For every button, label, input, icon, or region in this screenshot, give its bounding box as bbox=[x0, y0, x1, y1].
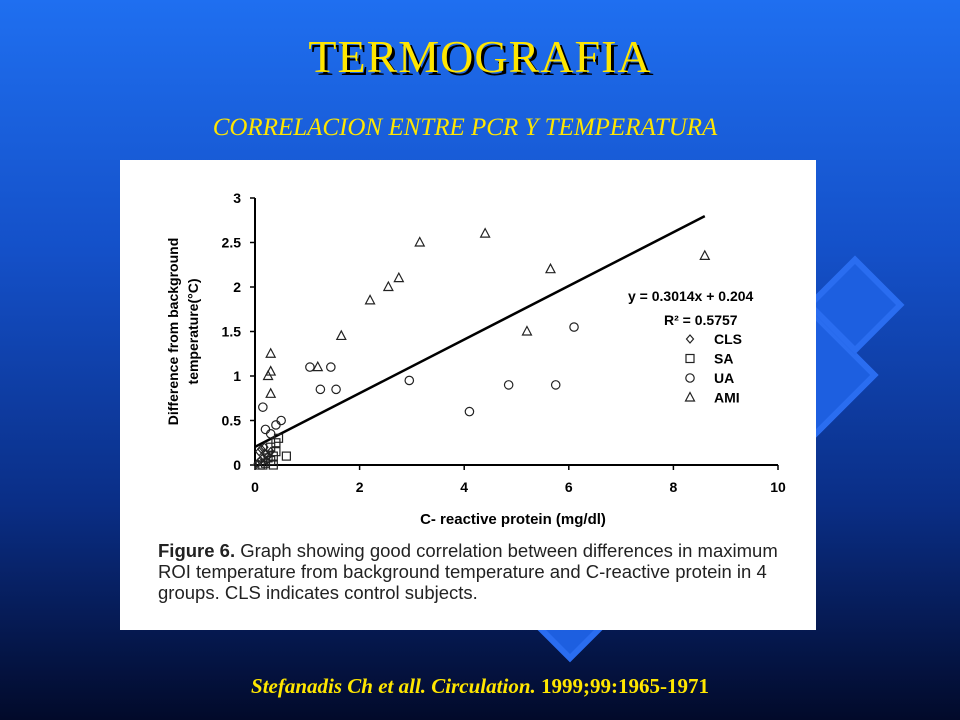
data-point-ua bbox=[276, 415, 286, 426]
chart-points bbox=[253, 227, 711, 470]
citation-reference: 1999;99:1965-1971 bbox=[541, 674, 709, 698]
legend-marker-sa bbox=[685, 353, 695, 364]
r-squared: R² = 0.5757 bbox=[664, 312, 738, 328]
legend-marker-ami bbox=[684, 391, 696, 402]
y-tick-label: 2 bbox=[233, 279, 241, 295]
y-tick-label: 3 bbox=[233, 190, 241, 206]
legend-label-ami: AMI bbox=[714, 390, 740, 406]
x-tick-label: 10 bbox=[770, 479, 786, 495]
data-point-ami bbox=[265, 387, 277, 398]
regression-equation: y = 0.3014x + 0.204 bbox=[628, 288, 754, 304]
data-point-ua bbox=[258, 402, 268, 412]
x-axis-label: C- reactive protein (mg/dl) bbox=[420, 511, 606, 528]
data-point-ua bbox=[331, 384, 341, 395]
data-point-ami bbox=[544, 262, 556, 274]
data-point-ua bbox=[265, 429, 276, 439]
data-point-sa bbox=[281, 451, 291, 461]
y-tick-label: 1.5 bbox=[222, 324, 242, 340]
y-tick-label: 2.5 bbox=[222, 235, 242, 251]
y-axis-label-line2: temperature(°C) bbox=[185, 279, 201, 385]
caption-text: Graph showing good correlation between d… bbox=[158, 540, 778, 603]
data-point-ami bbox=[521, 325, 533, 336]
data-point-ua bbox=[503, 380, 514, 390]
data-point-ami bbox=[265, 347, 277, 358]
legend-label-sa: SA bbox=[714, 351, 733, 367]
data-point-sa bbox=[263, 453, 273, 463]
chart-legend: CLS SA UA AMI bbox=[684, 331, 742, 406]
data-point-ua bbox=[315, 384, 326, 395]
slide-title: TERMOGRAFIA bbox=[308, 31, 652, 82]
data-point-ami bbox=[382, 280, 394, 292]
data-point-ua bbox=[464, 406, 475, 417]
data-point-ami bbox=[312, 360, 324, 372]
legend-marker-cls bbox=[685, 334, 695, 344]
data-point-ami bbox=[479, 227, 491, 238]
citation: Stefanadis Ch et all. Circulation. 1999;… bbox=[0, 674, 960, 699]
data-point-sa bbox=[268, 460, 278, 470]
x-tick-label: 0 bbox=[251, 479, 259, 495]
slide-subtitle: CORRELACION ENTRE PCR Y TEMPERATURA bbox=[212, 114, 718, 141]
figure-caption: Figure 6. Graph showing good correlation… bbox=[158, 540, 808, 603]
legend-label-cls: CLS bbox=[714, 331, 742, 347]
data-point-ami bbox=[335, 329, 347, 341]
data-point-ua bbox=[271, 420, 281, 430]
data-point-cls bbox=[254, 446, 264, 457]
data-point-ami bbox=[699, 249, 711, 260]
data-point-ua bbox=[550, 380, 561, 390]
legend-label-ua: UA bbox=[714, 370, 734, 386]
scatter-chart: 0 2 4 6 8 10 0 0.5 1 1.5 2 2.5 3 Difference from bac… bbox=[165, 190, 786, 528]
x-tick-label: 6 bbox=[565, 479, 573, 495]
data-point-sa bbox=[258, 460, 268, 470]
data-point-cls bbox=[266, 446, 275, 457]
figure-panel: 0 2 4 6 8 10 0 0.5 1 1.5 2 2.5 3 Difference from bac… bbox=[120, 160, 816, 630]
x-tick-label: 4 bbox=[460, 479, 468, 495]
data-point-ami bbox=[364, 294, 376, 305]
data-point-ami bbox=[414, 236, 426, 247]
x-tick-label: 8 bbox=[670, 479, 678, 495]
regression-line bbox=[254, 215, 706, 448]
legend-marker-ua bbox=[685, 373, 695, 383]
caption-label: Figure 6. bbox=[158, 540, 236, 561]
y-tick-label: 0.5 bbox=[222, 413, 242, 429]
chart-axes bbox=[254, 198, 778, 466]
y-axis-label-line1: Difference from background bbox=[165, 238, 181, 425]
data-point-ami bbox=[265, 365, 277, 376]
data-point-ua bbox=[305, 362, 315, 372]
chart-ticks: 0 2 4 6 8 10 0 0.5 1 1.5 2 2.5 3 bbox=[222, 190, 786, 495]
y-tick-label: 1 bbox=[233, 368, 241, 384]
citation-journal: Circulation. bbox=[431, 674, 536, 698]
citation-authors: Stefanadis Ch et all. bbox=[251, 674, 427, 698]
data-point-cls bbox=[253, 458, 262, 469]
data-point-ua bbox=[404, 375, 415, 386]
data-point-ua bbox=[569, 322, 579, 332]
x-tick-label: 2 bbox=[356, 479, 364, 495]
data-point-ua bbox=[326, 362, 336, 372]
data-point-ami bbox=[393, 271, 405, 283]
data-point-cls bbox=[256, 444, 266, 454]
data-point-sa bbox=[273, 433, 284, 443]
y-tick-label: 0 bbox=[233, 457, 241, 473]
data-point-ua bbox=[260, 424, 271, 435]
